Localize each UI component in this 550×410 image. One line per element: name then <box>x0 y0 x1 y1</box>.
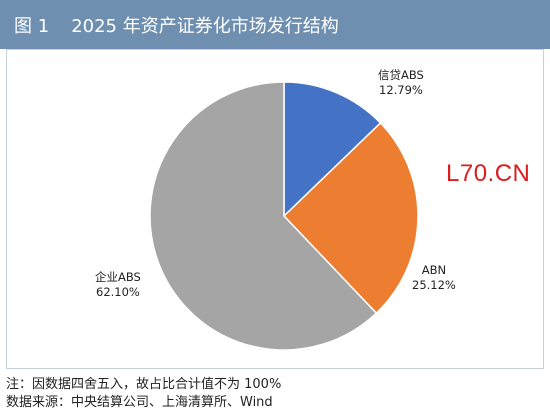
slice-name-qiye-abs: 企业ABS <box>95 270 141 284</box>
slice-label-xindai-abs: 信贷ABS 12.79% <box>378 68 424 98</box>
slice-abn <box>282 121 419 315</box>
figure-title-bar: 图 1 2025 年资产证券化市场发行结构 <box>0 0 550 49</box>
slice-label-abn: ABN 25.12% <box>412 263 456 293</box>
slice-name-xindai-abs: 信贷ABS <box>378 68 424 82</box>
slice-qiye-abs <box>149 81 378 351</box>
data-source: 数据来源：中央结算公司、上海清算所、Wind <box>6 395 273 410</box>
slice-label-qiye-abs: 企业ABS 62.10% <box>95 270 141 300</box>
slice-value-xindai-abs: 12.79% <box>379 83 423 97</box>
watermark-text: L70.CN <box>446 160 531 187</box>
slice-xindai-abs <box>283 81 382 218</box>
footnote: 注：因数据四舍五入，故占比合计值不为 100% <box>6 377 282 392</box>
figure-number: 图 1 <box>14 15 50 37</box>
slice-name-abn: ABN <box>421 263 447 277</box>
slice-value-qiye-abs: 62.10% <box>96 285 140 299</box>
pie-chart <box>149 81 419 351</box>
figure-title: 2025 年资产证券化市场发行结构 <box>71 15 339 37</box>
slice-value-abn: 25.12% <box>412 278 456 292</box>
